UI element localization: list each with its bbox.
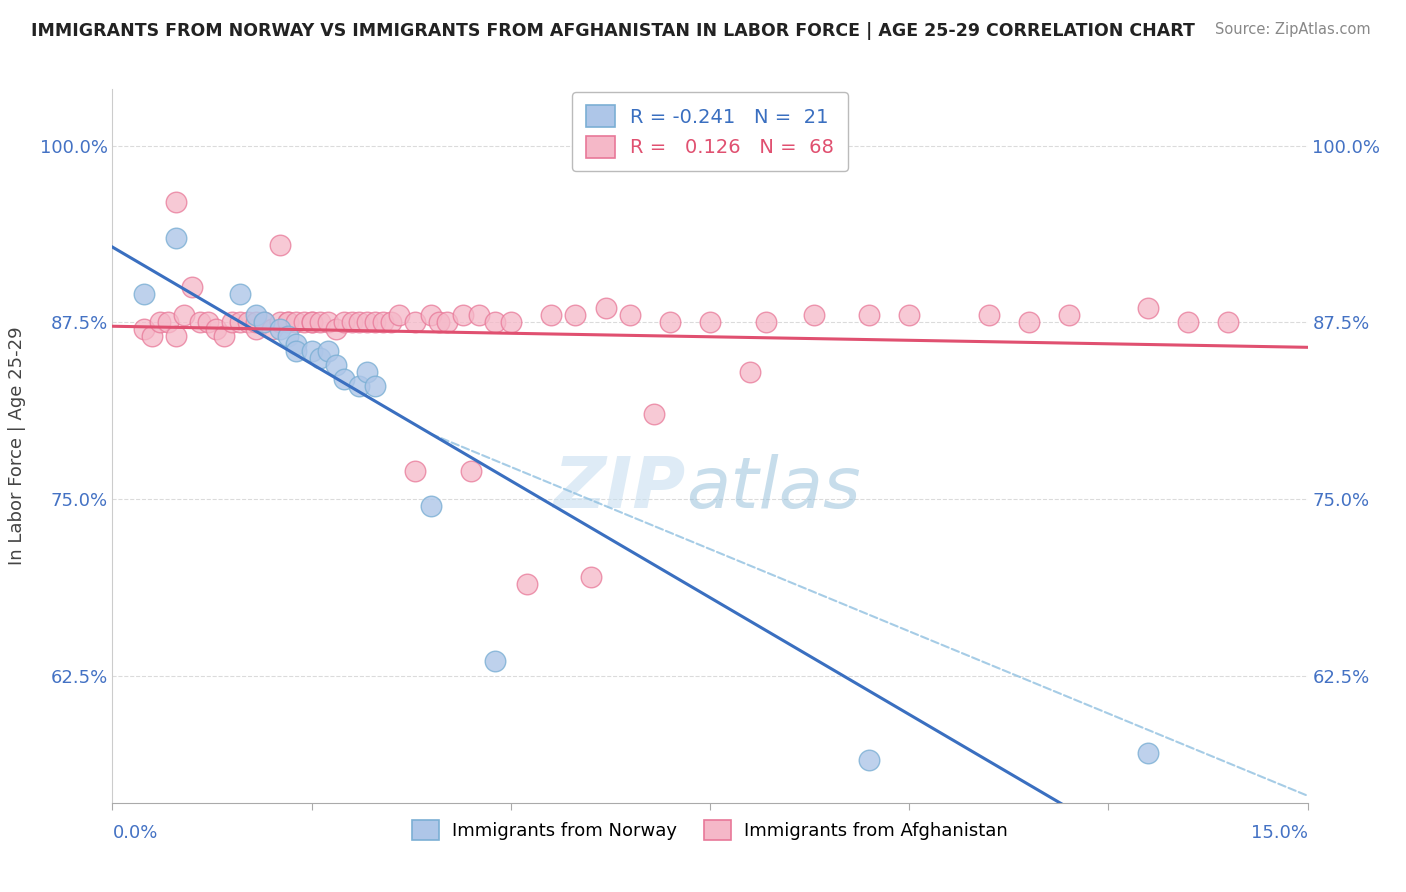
Point: [356, 315, 378, 329]
Point: [253, 315, 276, 329]
Point: [316, 343, 339, 358]
Point: [165, 230, 187, 244]
Point: [165, 329, 187, 343]
Point: [738, 365, 761, 379]
Point: [221, 315, 243, 329]
Point: [149, 315, 172, 329]
Point: [236, 315, 259, 329]
Point: [356, 365, 378, 379]
Point: [404, 464, 426, 478]
Point: [340, 315, 363, 329]
Point: [460, 464, 482, 478]
Point: [755, 315, 778, 329]
Point: [380, 315, 402, 329]
Point: [349, 379, 371, 393]
Point: [1057, 308, 1080, 322]
Point: [292, 315, 315, 329]
Point: [388, 308, 411, 322]
Point: [269, 237, 291, 252]
Point: [260, 322, 283, 336]
Point: [134, 287, 156, 301]
Point: [516, 576, 538, 591]
Point: [332, 315, 354, 329]
Point: [1137, 747, 1160, 761]
Point: [468, 308, 491, 322]
Point: [484, 655, 506, 669]
Point: [197, 315, 219, 329]
Point: [269, 315, 291, 329]
Text: 15.0%: 15.0%: [1250, 824, 1308, 842]
Point: [420, 308, 443, 322]
Point: [898, 308, 921, 322]
Point: [427, 315, 450, 329]
Point: [364, 379, 387, 393]
Point: [157, 315, 180, 329]
Point: [325, 322, 347, 336]
Text: atlas: atlas: [686, 454, 860, 524]
Point: [1137, 301, 1160, 316]
Point: [420, 499, 443, 513]
Text: Source: ZipAtlas.com: Source: ZipAtlas.com: [1215, 22, 1371, 37]
Point: [253, 315, 276, 329]
Point: [181, 280, 204, 294]
Point: [803, 308, 825, 322]
Point: [165, 195, 187, 210]
Point: [245, 315, 267, 329]
Point: [229, 315, 252, 329]
Text: ZIP: ZIP: [554, 454, 686, 524]
Point: [284, 315, 307, 329]
Point: [404, 315, 426, 329]
Point: [364, 315, 387, 329]
Point: [1018, 315, 1040, 329]
Point: [977, 308, 1000, 322]
Text: 0.0%: 0.0%: [112, 824, 157, 842]
Point: [373, 315, 395, 329]
Point: [659, 315, 682, 329]
Y-axis label: In Labor Force | Age 25-29: In Labor Force | Age 25-29: [7, 326, 25, 566]
Point: [451, 308, 474, 322]
Point: [308, 351, 330, 365]
Point: [277, 315, 299, 329]
Point: [277, 315, 299, 329]
Point: [858, 308, 880, 322]
Point: [858, 753, 880, 767]
Point: [325, 358, 347, 372]
Point: [284, 336, 307, 351]
Point: [332, 372, 354, 386]
Point: [564, 308, 586, 322]
Point: [229, 287, 252, 301]
Point: [540, 308, 562, 322]
Point: [579, 570, 602, 584]
Point: [436, 315, 458, 329]
Point: [1177, 315, 1199, 329]
Point: [212, 329, 235, 343]
Point: [173, 308, 195, 322]
Point: [1216, 315, 1239, 329]
Point: [595, 301, 617, 316]
Point: [484, 315, 506, 329]
Point: [499, 315, 522, 329]
Point: [301, 315, 323, 329]
Point: [619, 308, 641, 322]
Point: [308, 315, 330, 329]
Point: [643, 407, 665, 421]
Point: [141, 329, 163, 343]
Point: [205, 322, 228, 336]
Text: IMMIGRANTS FROM NORWAY VS IMMIGRANTS FROM AFGHANISTAN IN LABOR FORCE | AGE 25-29: IMMIGRANTS FROM NORWAY VS IMMIGRANTS FRO…: [31, 22, 1195, 40]
Point: [284, 343, 307, 358]
Legend: Immigrants from Norway, Immigrants from Afghanistan: Immigrants from Norway, Immigrants from …: [405, 813, 1015, 847]
Point: [245, 322, 267, 336]
Point: [269, 322, 291, 336]
Point: [316, 315, 339, 329]
Point: [134, 322, 156, 336]
Point: [301, 315, 323, 329]
Point: [277, 329, 299, 343]
Point: [245, 308, 267, 322]
Point: [188, 315, 211, 329]
Point: [349, 315, 371, 329]
Point: [699, 315, 721, 329]
Point: [301, 343, 323, 358]
